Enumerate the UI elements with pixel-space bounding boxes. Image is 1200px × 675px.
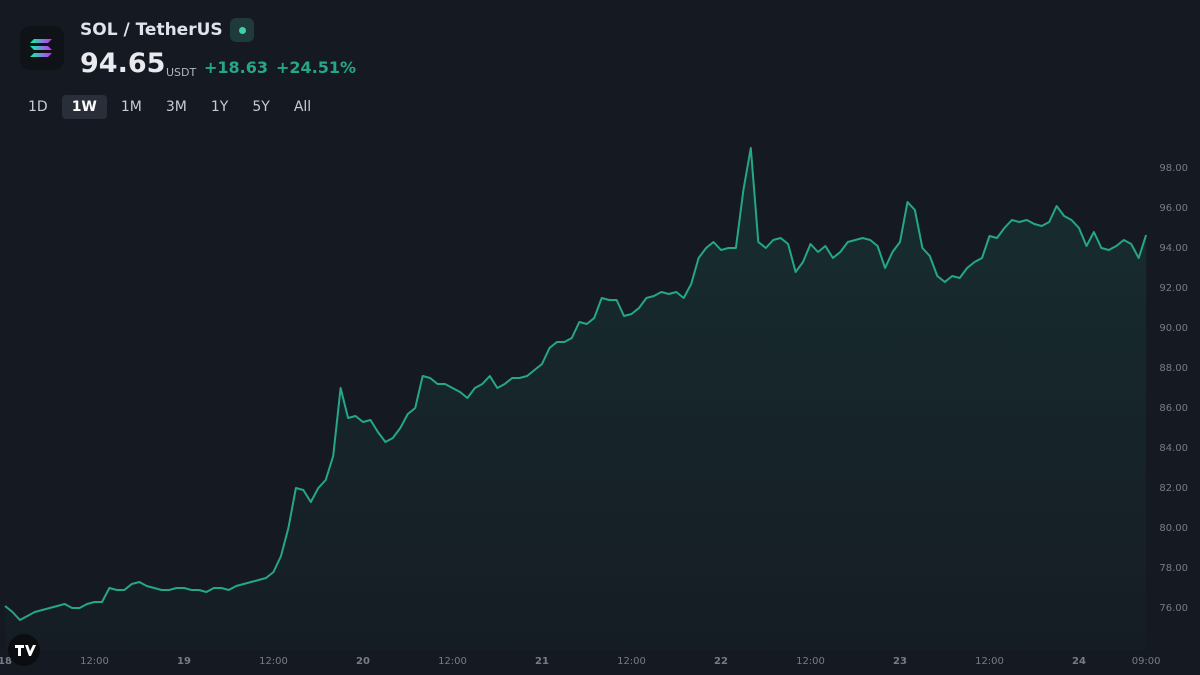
y-tick-label: 92.00 (1159, 283, 1188, 294)
range-button[interactable]: All (293, 99, 312, 115)
range-button[interactable]: 1D (28, 99, 48, 115)
line (4, 147, 1148, 621)
y-tick-label: 80.00 (1159, 523, 1188, 534)
range-bar: 1D 1W 1M 3M 1Y 5Y All (18, 95, 321, 119)
change-pct: +24.51% (276, 58, 357, 77)
tv-logo (8, 634, 40, 666)
x-tick-label: 20 (356, 656, 370, 667)
x-tick-label: 23 (893, 656, 907, 667)
change-abs: +18.63 (204, 58, 269, 77)
status-dot (230, 18, 254, 42)
x-tick-label: 09:00 (1132, 656, 1161, 667)
y-tick-label: 84.00 (1159, 443, 1188, 454)
y-tick-label: 98.00 (1159, 163, 1188, 174)
y-tick-label: 76.00 (1159, 603, 1188, 614)
y-tick-label: 78.00 (1159, 563, 1188, 574)
symbol: SOL / TetherUS (80, 20, 223, 40)
x-tick-label: 12:00 (259, 656, 288, 667)
x-tick-label: 19 (177, 656, 191, 667)
y-tick-label: 82.00 (1159, 483, 1188, 494)
currency: USDT (166, 66, 197, 79)
logo (20, 26, 64, 70)
x-tick-label: 18 (0, 656, 12, 667)
x-tick-label: 22 (714, 656, 728, 667)
range-button[interactable]: 1M (120, 99, 142, 115)
x-tick-label: 12:00 (975, 656, 1004, 667)
x-tick-label: 24 (1072, 656, 1086, 667)
x-tick-label: 21 (535, 656, 549, 667)
change: +18.63 +24.51% (204, 58, 364, 77)
logo-icon (30, 39, 52, 57)
x-tick-label: 12:00 (438, 656, 467, 667)
x-tick-label: 12:00 (80, 656, 109, 667)
range-button[interactable]: 3M (165, 99, 187, 115)
y-tick-label: 90.00 (1159, 323, 1188, 334)
x-tick-label: 12:00 (796, 656, 825, 667)
x-tick-label: 12:00 (617, 656, 646, 667)
y-tick-label: 88.00 (1159, 363, 1188, 374)
price: 94.65 (80, 48, 166, 79)
y-tick-label: 96.00 (1159, 203, 1188, 214)
area (5, 148, 1147, 650)
range-button[interactable]: 1W (61, 95, 107, 119)
range-button[interactable]: 1Y (210, 99, 229, 115)
y-tick-label: 94.00 (1159, 243, 1188, 254)
y-tick-label: 86.00 (1159, 403, 1188, 414)
range-button[interactable]: 5Y (252, 99, 270, 115)
